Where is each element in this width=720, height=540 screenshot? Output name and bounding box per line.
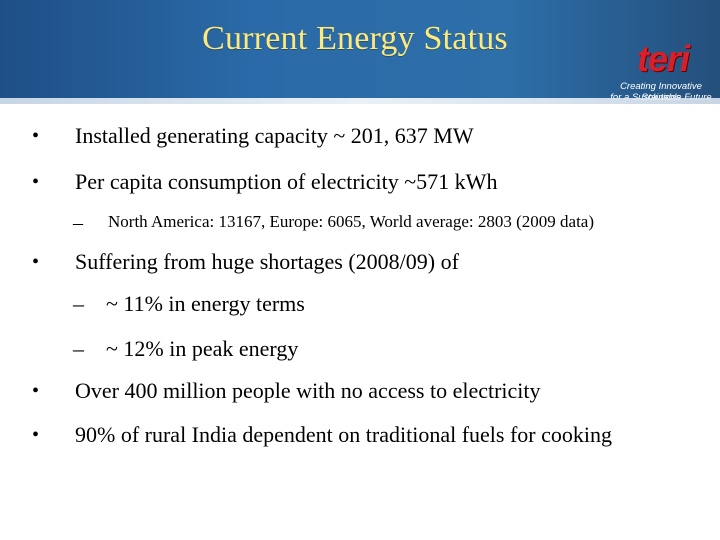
sub-bullet-text: ~ 11% in energy terms	[106, 291, 305, 316]
sub-bullet-text: North America: 13167, Europe: 6065, Worl…	[108, 212, 594, 231]
sub-bullet-marker: –	[73, 291, 84, 316]
bullet-text: Over 400 million people with no access t…	[75, 378, 541, 403]
sub-bullet-text: ~ 12% in peak energy	[106, 336, 299, 361]
bullet-text: 90% of rural India dependent on traditio…	[75, 422, 613, 447]
bullet-text: Installed generating capacity ~ 201, 637…	[75, 123, 474, 148]
logo-tagline-line2: for a Sustainable Future	[610, 92, 712, 103]
bullet-marker: •	[32, 424, 40, 446]
sub-bullet-marker: –	[73, 212, 83, 234]
bullet-text: Per capita consumption of electricity ~5…	[75, 169, 498, 194]
bullet-marker: •	[32, 171, 40, 193]
bullet-marker: •	[32, 380, 40, 402]
bullet-marker: •	[32, 251, 40, 273]
slide-header: Current Energy Status teri Creating Inno…	[0, 0, 720, 104]
bullet-marker: •	[32, 125, 40, 147]
sub-bullet-marker: –	[73, 336, 84, 361]
bullet-text: Suffering from huge shortages (2008/09) …	[75, 249, 459, 274]
slide-title: Current Energy Status	[202, 20, 508, 57]
logo-wordmark: teri	[637, 38, 690, 79]
teri-logo: teri Creating Innovative Solutions for a…	[610, 38, 712, 104]
